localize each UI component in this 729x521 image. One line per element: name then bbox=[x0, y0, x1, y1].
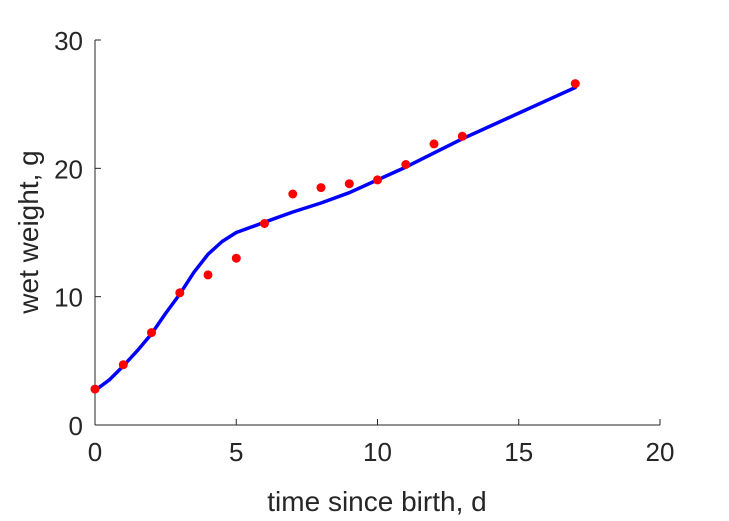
y-axis-label: wet weight, g bbox=[13, 150, 44, 314]
x-tick-label: 0 bbox=[88, 437, 102, 467]
data-point bbox=[316, 183, 326, 193]
y-tick-label: 0 bbox=[69, 411, 83, 441]
data-point bbox=[373, 175, 382, 185]
data-point bbox=[203, 270, 213, 280]
x-axis-label: time since birth, d bbox=[267, 486, 486, 517]
data-point bbox=[90, 384, 100, 394]
x-tick-label: 20 bbox=[646, 437, 675, 467]
data-point bbox=[344, 179, 354, 189]
y-tick-label: 10 bbox=[54, 283, 83, 313]
data-point bbox=[401, 160, 411, 169]
data-point bbox=[147, 328, 156, 338]
data-point bbox=[231, 253, 241, 263]
axes: 0 5 10 15 20 0 10 20 30 bbox=[54, 26, 674, 467]
data-point bbox=[288, 189, 298, 199]
plot-series bbox=[90, 79, 580, 394]
data-point bbox=[457, 131, 467, 141]
y-tick-label: 30 bbox=[54, 26, 83, 56]
data-point bbox=[570, 79, 580, 89]
x-tick-label: 10 bbox=[363, 437, 392, 467]
data-point bbox=[429, 139, 439, 149]
data-point bbox=[118, 360, 128, 370]
data-point bbox=[175, 288, 185, 298]
x-tick-label: 15 bbox=[504, 437, 533, 467]
data-point bbox=[260, 219, 269, 228]
fit-curve bbox=[93, 85, 578, 393]
x-tick-label: 5 bbox=[229, 437, 243, 467]
y-tick-label: 20 bbox=[54, 154, 83, 184]
